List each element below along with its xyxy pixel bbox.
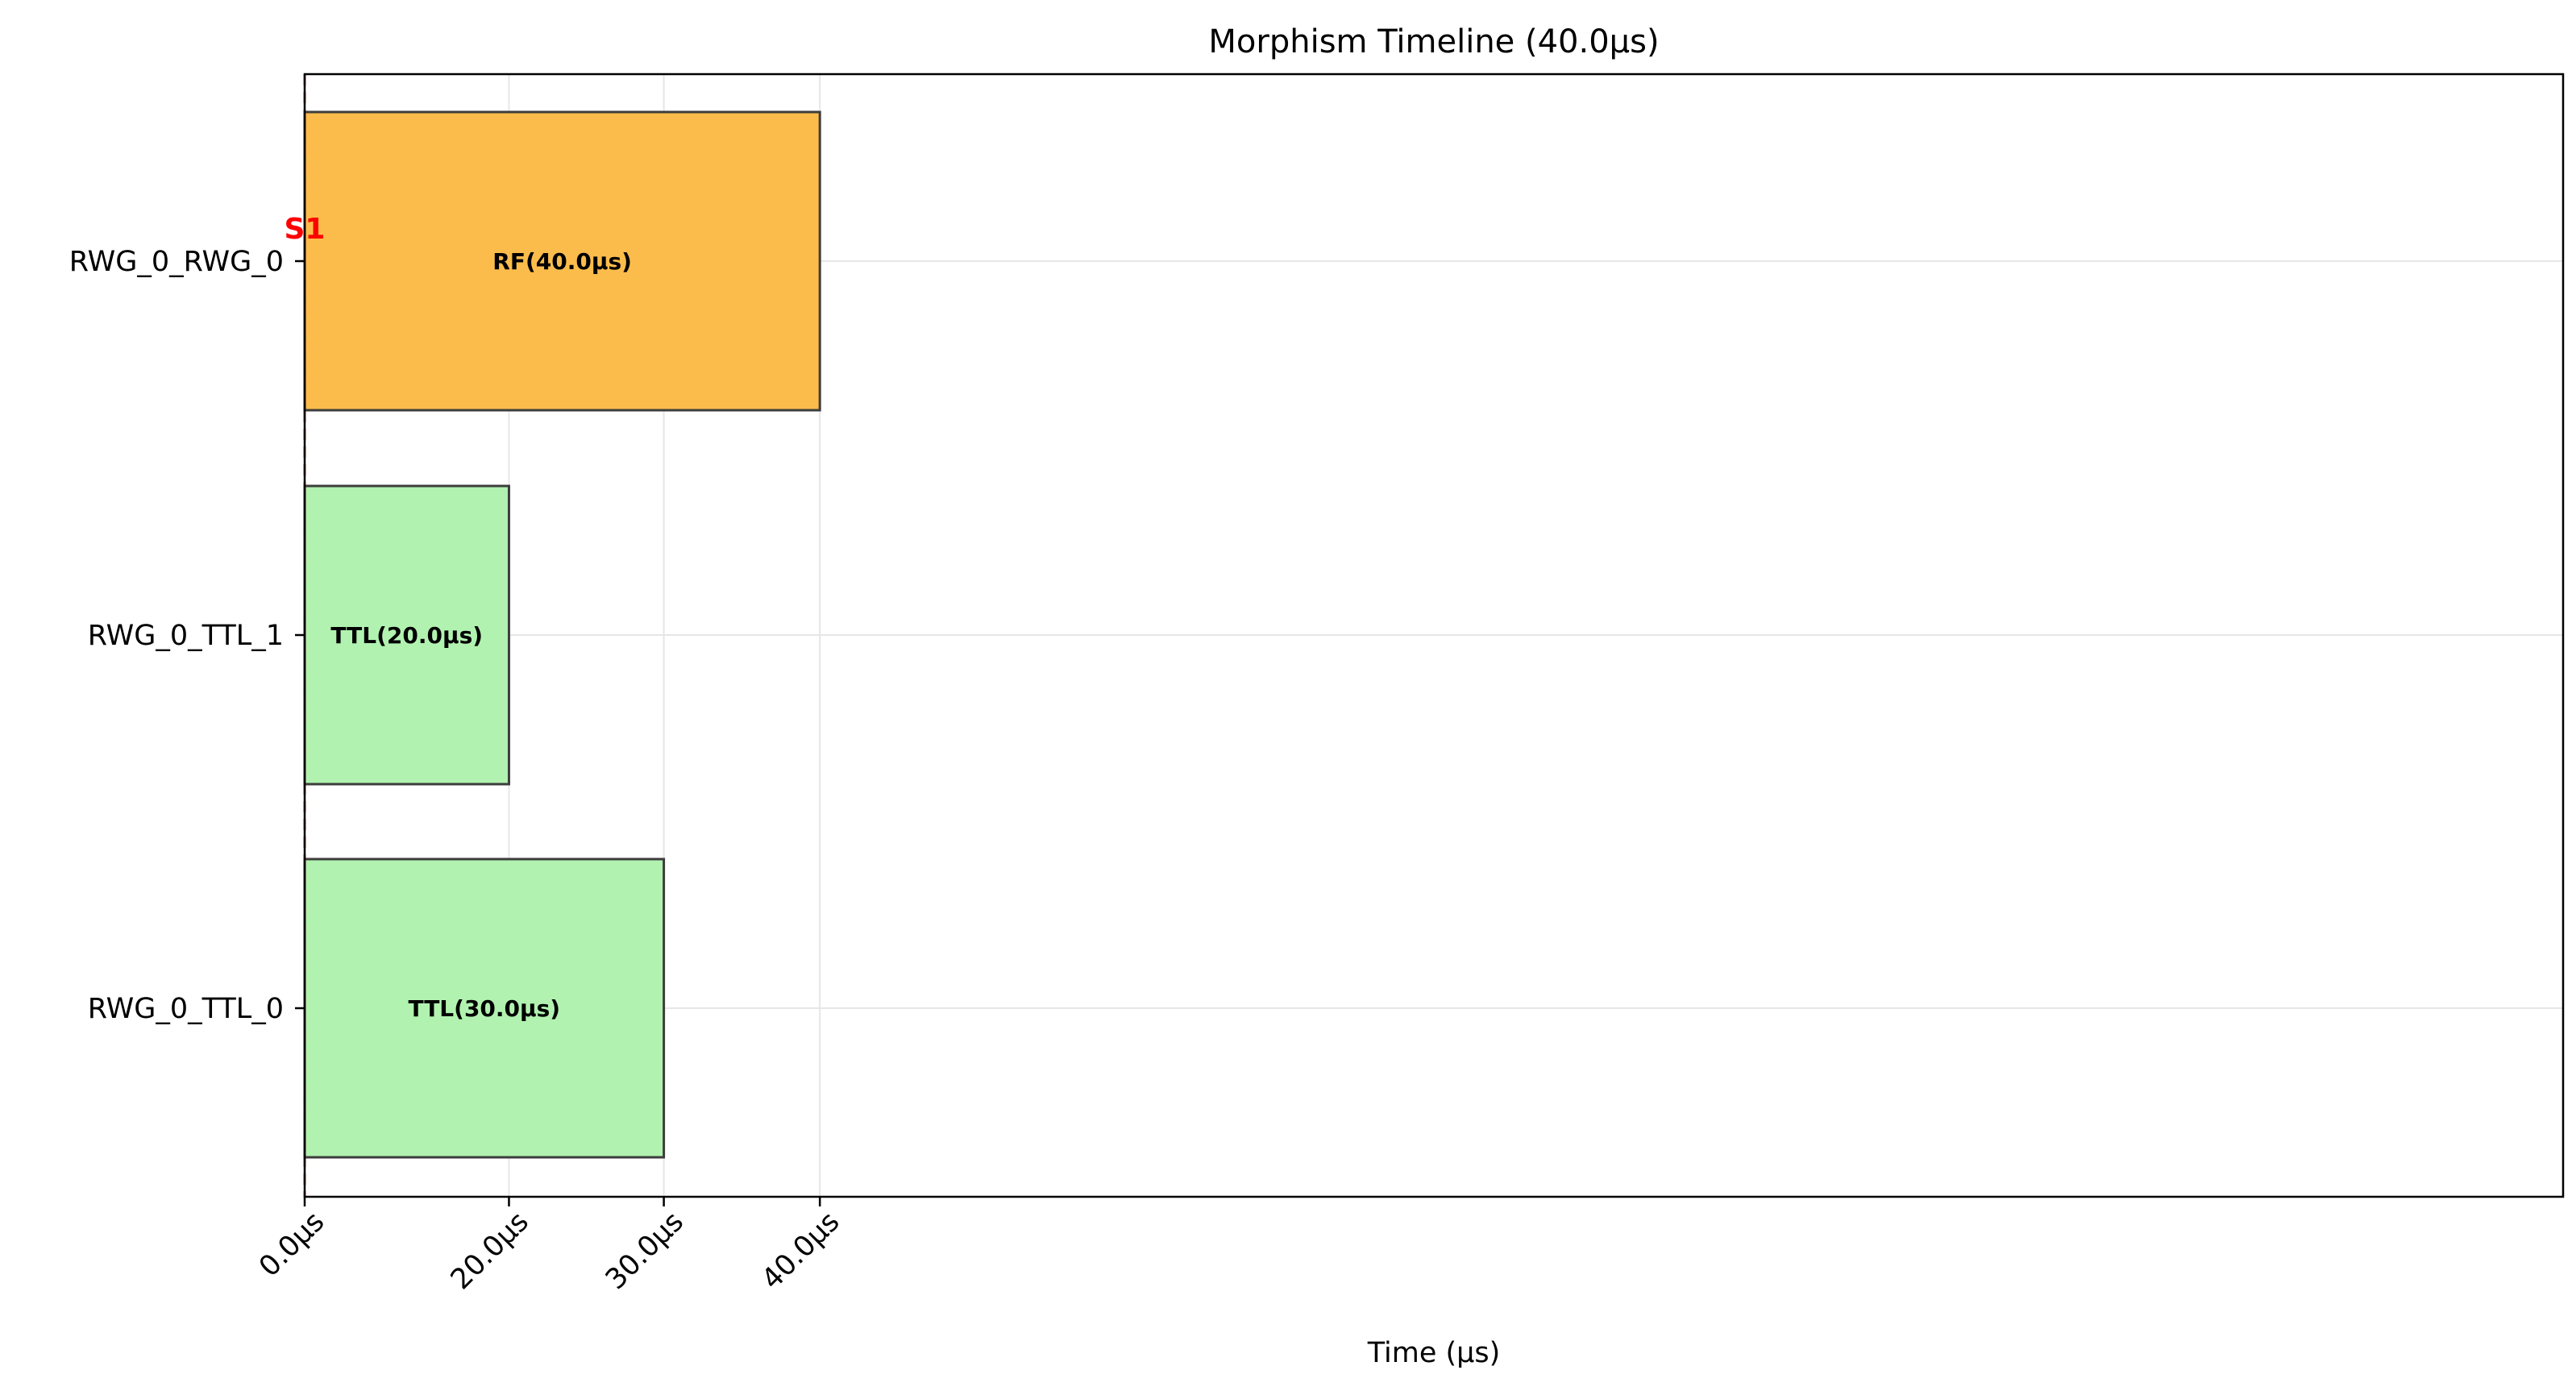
x-tick-label: 40.0μs bbox=[756, 1206, 846, 1296]
x-tick-label: 30.0μs bbox=[600, 1206, 690, 1296]
timeline-bar bbox=[303, 110, 821, 412]
y-tick-label: RWG_0_TTL_0 bbox=[88, 993, 284, 1025]
chart-title: Morphism Timeline (40.0μs) bbox=[1208, 23, 1659, 60]
timeline-bar bbox=[303, 857, 666, 1159]
x-tick-label: 0.0μs bbox=[253, 1206, 330, 1283]
bar-label: TTL(20.0μs) bbox=[330, 622, 483, 649]
y-tick-label: RWG_0_RWG_0 bbox=[69, 246, 284, 278]
x-tick-label: 20.0μs bbox=[445, 1206, 535, 1296]
bar-label: TTL(30.0μs) bbox=[408, 995, 560, 1022]
x-axis-label: Time (μs) bbox=[1367, 1337, 1501, 1369]
bar-layer: RF(40.0μs) TTL(20.0μs) TTL(30.0μs) bbox=[303, 110, 821, 1159]
bar-label: RF(40.0μs) bbox=[492, 248, 632, 275]
y-tick-label: RWG_0_TTL_1 bbox=[88, 620, 284, 652]
